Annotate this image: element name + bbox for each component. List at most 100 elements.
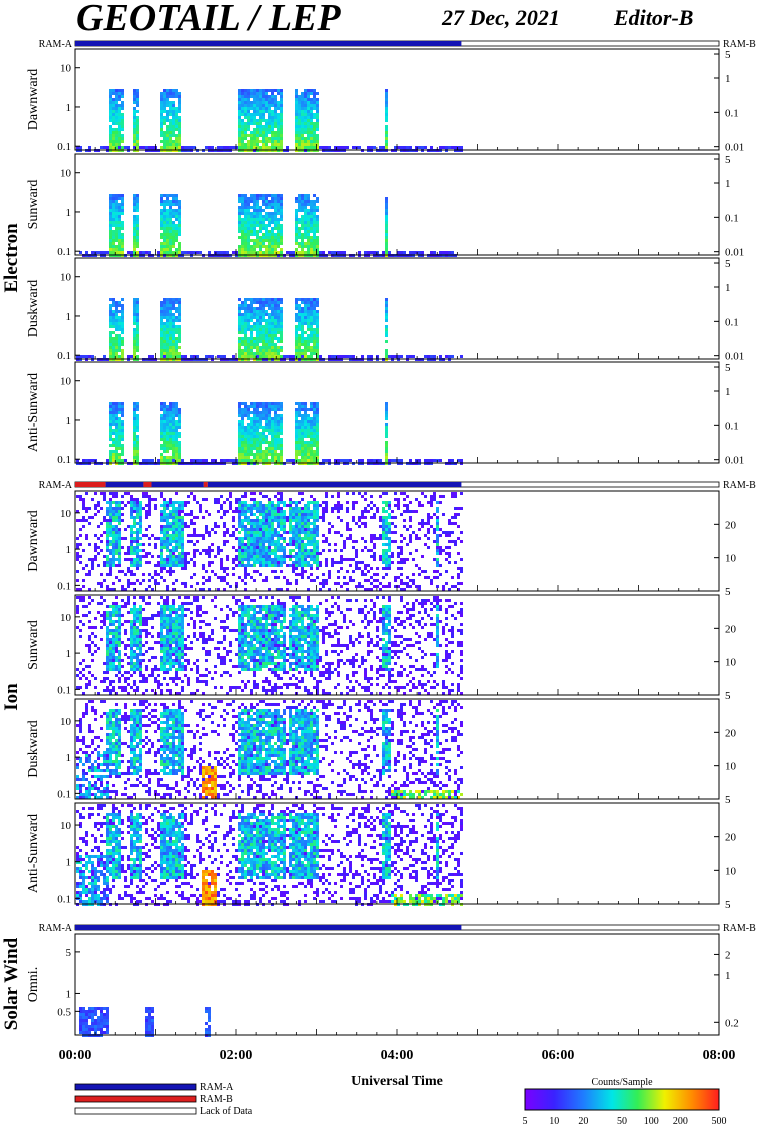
x-tick-labels: 00:00 02:00 04:00 06:00 08:00 [59, 1048, 736, 1063]
right-tick-i-dusk-1: 10 [725, 761, 737, 773]
ram-b-label-solar_wind: RAM-B [723, 923, 756, 934]
legend-label-2: Lack of Data [200, 1106, 253, 1117]
left-tick-e-dusk-2: 10 [60, 272, 72, 284]
legend-swatch-2 [74, 1107, 197, 1115]
left-tick-i-dusk-0: 0.1 [57, 788, 71, 800]
left-tick-e-anti-2: 10 [60, 376, 72, 388]
ram-b-label-electron: RAM-B [723, 39, 756, 50]
right-tick-i-sun-1: 10 [725, 657, 737, 669]
ram-a-label-solar_wind: RAM-A [39, 923, 73, 934]
left-tick-sw-omni-2: 5 [66, 947, 72, 959]
right-tick-e-anti-1: 0.1 [725, 420, 739, 432]
right-tick-i-dawn-2: 20 [725, 519, 737, 531]
left-tick-e-dusk-1: 1 [66, 311, 72, 323]
left-tick-e-dawn-0: 0.1 [57, 141, 71, 153]
mode-bars: RAM-A RAM-B RAM-A RAM-B RAM-A RAM-B [39, 39, 756, 934]
figure-editor: Editor-B [613, 5, 693, 30]
panel-label-e-anti: Anti-Sunward [26, 373, 41, 452]
panel-label-e-dawn: Dawnward [26, 69, 41, 130]
x-tick-4: 08:00 [703, 1048, 736, 1063]
right-tick-e-anti-0: 0.01 [725, 455, 744, 467]
panel-e-dawn: Dawnward 0.1 1 10 0.01 0.1 1 5 [26, 48, 744, 154]
right-tick-e-sun-0: 0.01 [725, 247, 744, 259]
left-tick-i-sun-2: 10 [60, 612, 72, 624]
spectrogram-e-dusk [76, 298, 463, 361]
colorbar-ticks: 5 10 20 50 100 200 500 [523, 1116, 727, 1127]
panel-i-sun: Sunward 0.1 1 10 5 10 20 [26, 594, 737, 702]
right-tick-i-dusk-2: 20 [725, 727, 737, 739]
right-tick-e-sun-2: 1 [725, 178, 731, 190]
panel-label-sw-omni: Omni. [26, 967, 41, 1002]
legend-label-1: RAM-B [200, 1094, 233, 1105]
left-tick-i-anti-1: 1 [66, 857, 72, 869]
colorbar-tick-6: 500 [712, 1116, 727, 1127]
figure-date: 27 Dec, 2021 [441, 5, 560, 30]
left-tick-e-sun-0: 0.1 [57, 246, 71, 258]
x-tick-1: 02:00 [220, 1048, 253, 1063]
panel-i-anti: Anti-Sunward 0.1 1 10 5 10 20 [26, 802, 737, 911]
x-tick-3: 06:00 [542, 1048, 575, 1063]
figure-title: GEOTAIL / LEP [76, 0, 341, 39]
left-tick-i-dawn-2: 10 [60, 508, 72, 520]
panel-label-e-dusk: Duskward [26, 280, 41, 338]
panel-i-dawn: Dawnward 0.1 1 10 5 10 20 [26, 490, 737, 598]
right-tick-sw-omni-1: 1 [725, 970, 731, 982]
right-tick-e-dusk-3: 5 [725, 258, 731, 270]
left-tick-i-anti-0: 0.1 [57, 893, 71, 905]
panel-i-dusk: Duskward 0.1 1 10 5 10 20 [26, 698, 737, 806]
right-tick-e-dawn-2: 1 [725, 73, 731, 85]
right-tick-e-dawn-1: 0.1 [725, 107, 739, 119]
legend-swatch-1 [74, 1095, 197, 1103]
ram-a-label-electron: RAM-A [39, 39, 73, 50]
spectrogram-i-dusk [76, 700, 463, 799]
left-tick-e-sun-1: 1 [66, 207, 72, 219]
panel-label-i-dusk: Duskward [26, 720, 41, 778]
legend-label-0: RAM-A [200, 1082, 234, 1093]
left-tick-sw-omni-0: 0.5 [57, 1006, 71, 1018]
left-tick-e-anti-0: 0.1 [57, 454, 71, 466]
spectrogram-e-dawn [76, 89, 463, 152]
spectrogram-i-anti [76, 804, 463, 906]
mode-segment-ion-4 [203, 482, 208, 487]
right-tick-e-dusk-0: 0.01 [725, 351, 744, 363]
right-tick-i-sun-0: 5 [725, 690, 731, 702]
spectrogram-e-anti [76, 402, 463, 465]
right-tick-i-sun-2: 20 [725, 623, 737, 635]
colorbar-tick-3: 50 [617, 1116, 627, 1127]
left-tick-i-dusk-1: 1 [66, 752, 72, 764]
right-tick-e-dusk-1: 0.1 [725, 316, 739, 328]
left-tick-i-dawn-1: 1 [66, 544, 72, 556]
panel-label-i-dawn: Dawnward [26, 510, 41, 571]
ram-b-label-ion: RAM-B [723, 480, 756, 491]
spectrogram-e-sun [79, 194, 457, 257]
mode-segment-ion-2 [143, 482, 152, 487]
left-tick-i-sun-1: 1 [66, 648, 72, 660]
mode-segment-ion-5 [207, 482, 462, 487]
right-tick-e-dawn-0: 0.01 [725, 142, 744, 154]
panel-e-sun: Sunward 0.1 1 10 0.01 0.1 1 5 [26, 153, 744, 259]
right-tick-e-dusk-2: 1 [725, 282, 731, 294]
left-tick-e-dawn-2: 10 [60, 63, 72, 75]
left-tick-e-dawn-1: 1 [66, 102, 72, 114]
mode-segment-solar_wind-0 [75, 925, 462, 930]
group-label-electron: Electron [1, 223, 22, 293]
ram-a-label-ion: RAM-A [39, 480, 73, 491]
right-tick-e-anti-2: 1 [725, 386, 731, 398]
panel-sw-omni: Omni. 0.5 1 5 0.2 1 2 [26, 933, 739, 1037]
group-label-ion: Ion [1, 683, 22, 711]
right-tick-sw-omni-2: 2 [725, 949, 731, 961]
right-tick-i-dawn-1: 10 [725, 553, 737, 565]
x-tick-2: 04:00 [381, 1048, 414, 1063]
colorbar-tick-5: 200 [673, 1116, 688, 1127]
panel-frame-sw-omni [74, 933, 720, 1036]
panel-label-i-sun: Sunward [26, 620, 41, 670]
left-tick-i-anti-2: 10 [60, 820, 72, 832]
colorbar-tick-4: 100 [644, 1116, 659, 1127]
right-tick-e-dawn-3: 5 [725, 49, 731, 61]
left-tick-e-anti-1: 1 [66, 415, 72, 427]
left-tick-e-sun-2: 10 [60, 168, 72, 180]
x-axis-title: Universal Time [351, 1074, 443, 1089]
right-tick-i-dawn-0: 5 [725, 586, 731, 598]
